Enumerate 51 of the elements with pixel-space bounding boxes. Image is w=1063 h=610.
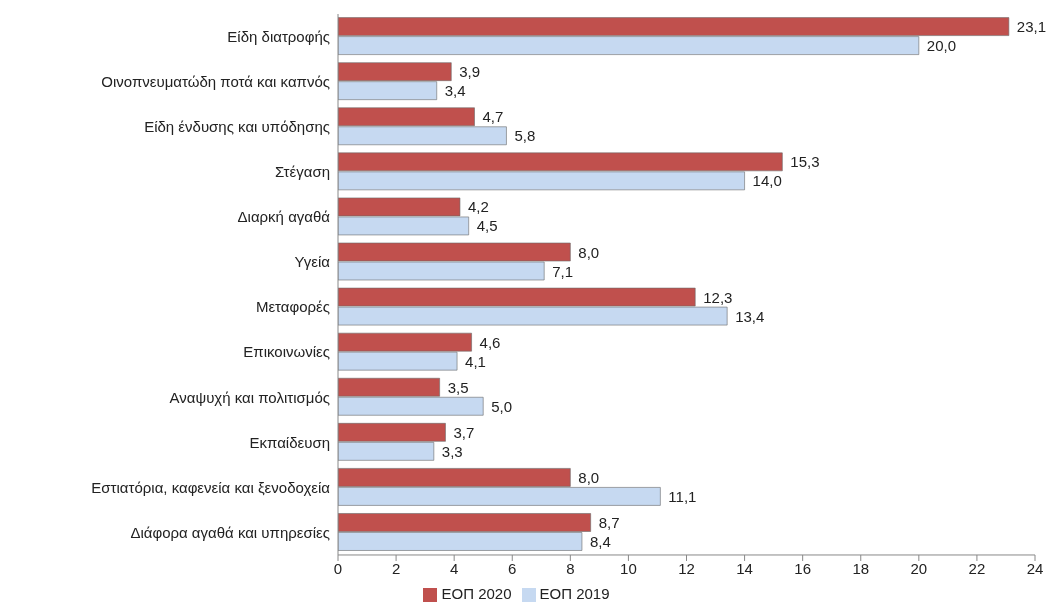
data-label: 5,8 <box>514 127 536 145</box>
data-label: 4,5 <box>476 217 498 235</box>
x-tick-label: 12 <box>678 559 695 577</box>
x-tick-label: 14 <box>736 559 753 577</box>
x-tick-label: 16 <box>794 559 812 577</box>
x-tick-label: 8 <box>566 559 575 577</box>
y-tick-label: Υγεία <box>294 253 331 271</box>
data-label: 8,0 <box>578 468 600 486</box>
y-tick-label: Διαρκή αγαθά <box>237 208 331 226</box>
data-label: 8,0 <box>578 243 600 261</box>
x-tick-label: 24 <box>1026 559 1044 577</box>
data-label: 8,4 <box>589 532 611 550</box>
data-label: 7,1 <box>552 262 574 280</box>
y-tick-label: Είδη διατροφής <box>227 27 330 45</box>
data-label: 3,9 <box>459 63 481 81</box>
data-label: 4,6 <box>479 333 501 351</box>
x-tick-label: 20 <box>910 559 928 577</box>
y-tick-label: Αναψυχή και πολιτισμός <box>169 388 330 406</box>
data-label: 3,4 <box>444 82 466 100</box>
x-tick-label: 22 <box>968 559 986 577</box>
data-label: 15,3 <box>790 153 820 171</box>
y-tick-label: Στέγαση <box>275 163 330 181</box>
data-label: 3,3 <box>441 442 463 460</box>
y-tick-label: Εκπαίδευση <box>249 433 330 451</box>
data-label: 4,7 <box>482 108 504 126</box>
x-tick-label: 4 <box>449 559 459 577</box>
x-tick-label: 10 <box>620 559 637 577</box>
data-label: 4,1 <box>465 352 486 370</box>
y-tick-label: Διάφορα αγαθά και υπηρεσίες <box>130 523 330 541</box>
data-label: 3,7 <box>453 423 475 441</box>
data-label: 3,5 <box>447 378 469 396</box>
x-tick-label: 2 <box>391 559 401 577</box>
y-tick-label: Εστιατόρια, καφενεία και ξενοδοχεία <box>91 478 331 496</box>
y-tick-label: Οινοπνευματώδη ποτά και καπνός <box>101 72 330 90</box>
data-label: 8,7 <box>598 513 620 531</box>
x-tick-label: 18 <box>852 559 870 577</box>
legend-label: ΕΟΠ 2020 <box>441 584 512 602</box>
legend-label: ΕΟΠ 2019 <box>539 584 610 602</box>
data-label: 12,3 <box>703 288 733 306</box>
y-tick-label: Επικοινωνίες <box>243 343 330 361</box>
x-tick-label: 0 <box>333 559 343 577</box>
y-tick-label: Μεταφορές <box>255 298 330 316</box>
data-label: 4,2 <box>467 198 489 216</box>
data-label: 13,4 <box>735 307 765 325</box>
x-tick-label: 6 <box>508 559 517 577</box>
data-label: 5,0 <box>491 397 513 415</box>
data-label: 14,0 <box>752 172 782 190</box>
data-label: 23,1 <box>1016 18 1047 36</box>
data-label: 20,0 <box>926 37 957 55</box>
data-label: 11,1 <box>668 487 697 505</box>
y-tick-label: Είδη ένδυσης και υπόδησης <box>144 118 330 136</box>
